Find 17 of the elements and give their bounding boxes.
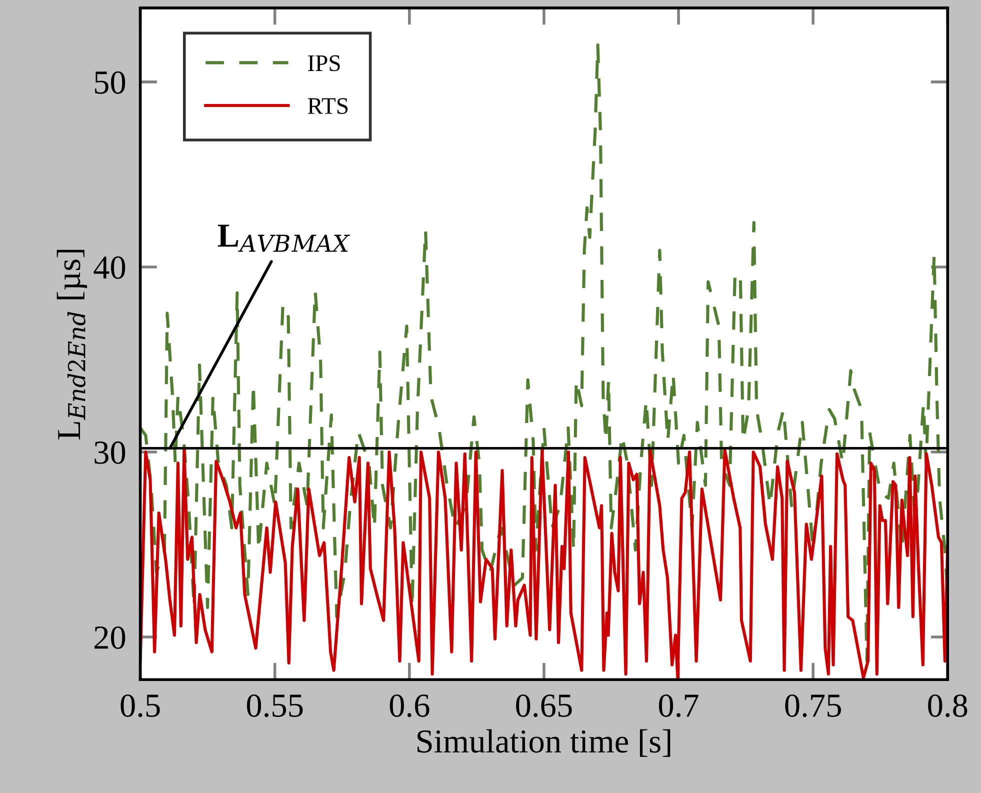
x-tick-label: 0.55 (246, 694, 303, 718)
x-tick-label: 0.8 (928, 694, 968, 718)
y-axis-title: L$_{End2End}$ [µs] (56, 250, 88, 440)
x-tick-label: 0.65 (516, 694, 572, 718)
y-tick-label: 20 (94, 626, 126, 649)
x-tick-label: 0.7 (658, 694, 698, 718)
annotation: L$_{AVBMAX}$ (218, 224, 350, 252)
x-tick-label: 0.6 (390, 694, 430, 718)
legend-label: RTS (308, 98, 348, 114)
y-tick-label: 30 (94, 441, 126, 464)
x-axis-title: Simulation time [s] (418, 729, 670, 757)
legend-label: IPS (308, 55, 340, 72)
y-tick-label: 50 (95, 71, 126, 94)
y-tick-label: 40 (94, 256, 126, 279)
x-tick-label: 0.75 (785, 694, 841, 718)
line-series (140, 43, 948, 663)
x-tick-label: 0.5 (120, 694, 160, 718)
